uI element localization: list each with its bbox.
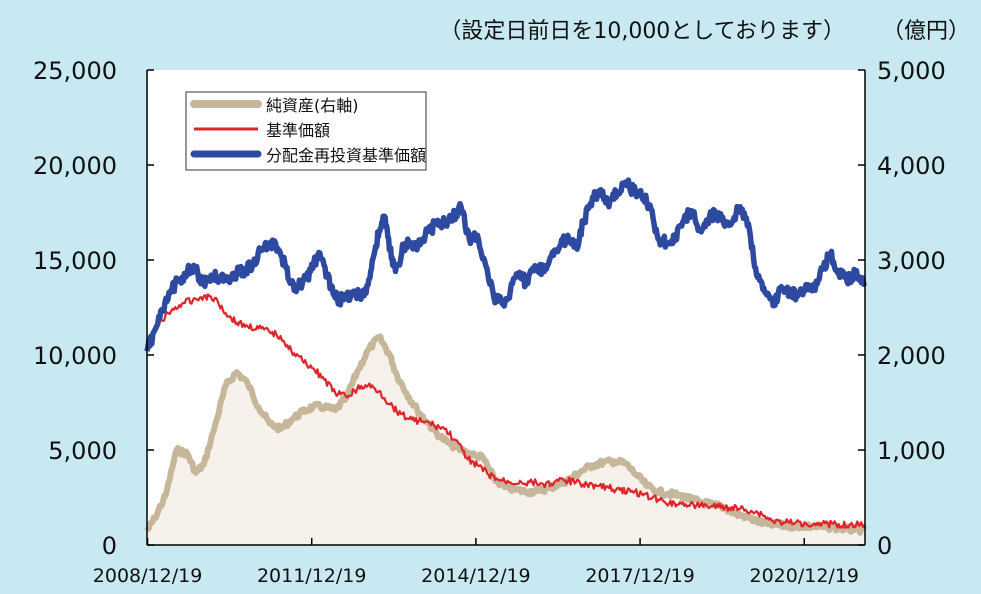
y-right-tick-label: 0 [877,532,892,560]
series-nav-line [144,333,868,536]
x-tick-label: 2014/12/19 [421,565,531,587]
y-left-tick-label: 0 [102,532,117,560]
y-right-tick-label: 5,000 [877,57,946,85]
note-top-text: （設定日前日を10,000としております） [439,19,845,44]
y-right-tick-label: 3,000 [877,247,946,275]
series-reinvest-line [144,177,868,352]
y-right-tick-label: 2,000 [877,342,946,370]
y-left-tick-label: 15,000 [33,247,117,275]
legend: 純資産(右軸) 基準価額 分配金再投資基準価額 [185,91,427,171]
axes [146,69,866,546]
legend-label-reinvest: 分配金再投資基準価額 [266,146,426,165]
y-left-tick-label: 10,000 [33,342,117,370]
right-axis-unit: （億円） [882,19,970,44]
y-left-tick-label: 20,000 [33,152,117,180]
series-base-price-line [145,293,866,529]
y-left-tick-label: 25,000 [33,57,117,85]
x-tick-label: 2011/12/19 [257,565,367,587]
legend-label-nav: 純資産(右軸) [266,96,359,115]
legend-label-base-price: 基準価額 [266,121,330,140]
tick-labels: 0 0 5,000 1,000 10,000 2,000 15,000 3,000 20,000… [33,57,946,587]
series-nav-area [147,336,865,545]
y-left-tick-label: 5,000 [48,437,117,465]
x-tick-label: 2008/12/19 [93,565,203,587]
x-tick-label: 2020/12/19 [749,565,859,587]
y-right-tick-label: 4,000 [877,152,946,180]
y-right-tick-label: 1,000 [877,437,946,465]
nav-area-fill [147,336,865,545]
series-lines [144,177,868,536]
x-tick-label: 2017/12/19 [585,565,695,587]
